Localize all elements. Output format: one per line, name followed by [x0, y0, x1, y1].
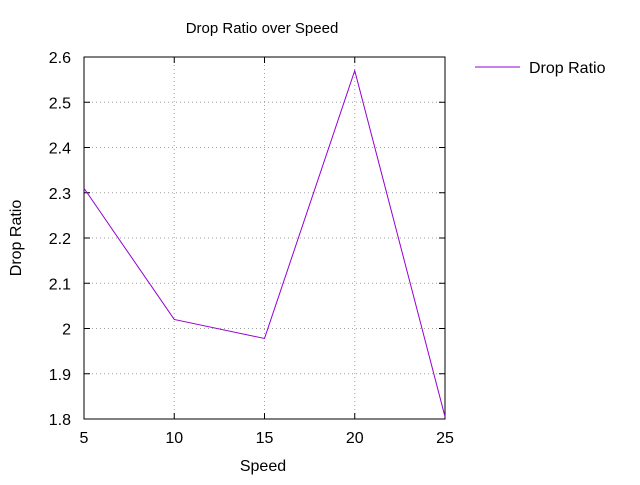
y-tick-label: 2.3 — [49, 186, 71, 203]
x-axis: 5 10 15 20 25 — [80, 57, 454, 447]
series-line-drop-ratio — [84, 71, 445, 417]
x-tick-label: 5 — [80, 430, 89, 447]
y-tick-label: 2.6 — [49, 50, 71, 67]
y-tick-label: 2.5 — [49, 95, 71, 112]
y-tick-label: 2 — [62, 322, 71, 339]
y-tick-label: 2.2 — [49, 231, 71, 248]
chart-title: Drop Ratio over Speed — [186, 20, 339, 37]
x-tick-label: 20 — [346, 430, 364, 447]
legend: Drop Ratio — [475, 60, 606, 77]
series-layer — [84, 71, 445, 417]
x-tick-label: 25 — [436, 430, 454, 447]
y-tick-label: 2.1 — [49, 276, 71, 293]
y-tick-label: 2.4 — [49, 141, 71, 158]
legend-label: Drop Ratio — [529, 60, 606, 77]
x-tick-label: 10 — [165, 430, 183, 447]
x-axis-label: Speed — [240, 458, 286, 475]
grid — [84, 57, 445, 419]
y-axis: 1.8 1.9 2 2.1 2.2 2.3 2.4 2.5 2.6 — [49, 50, 445, 429]
y-tick-label: 1.8 — [49, 412, 71, 429]
x-tick-label: 15 — [256, 430, 274, 447]
y-axis-label: Drop Ratio — [8, 200, 25, 277]
y-tick-label: 1.9 — [49, 367, 71, 384]
